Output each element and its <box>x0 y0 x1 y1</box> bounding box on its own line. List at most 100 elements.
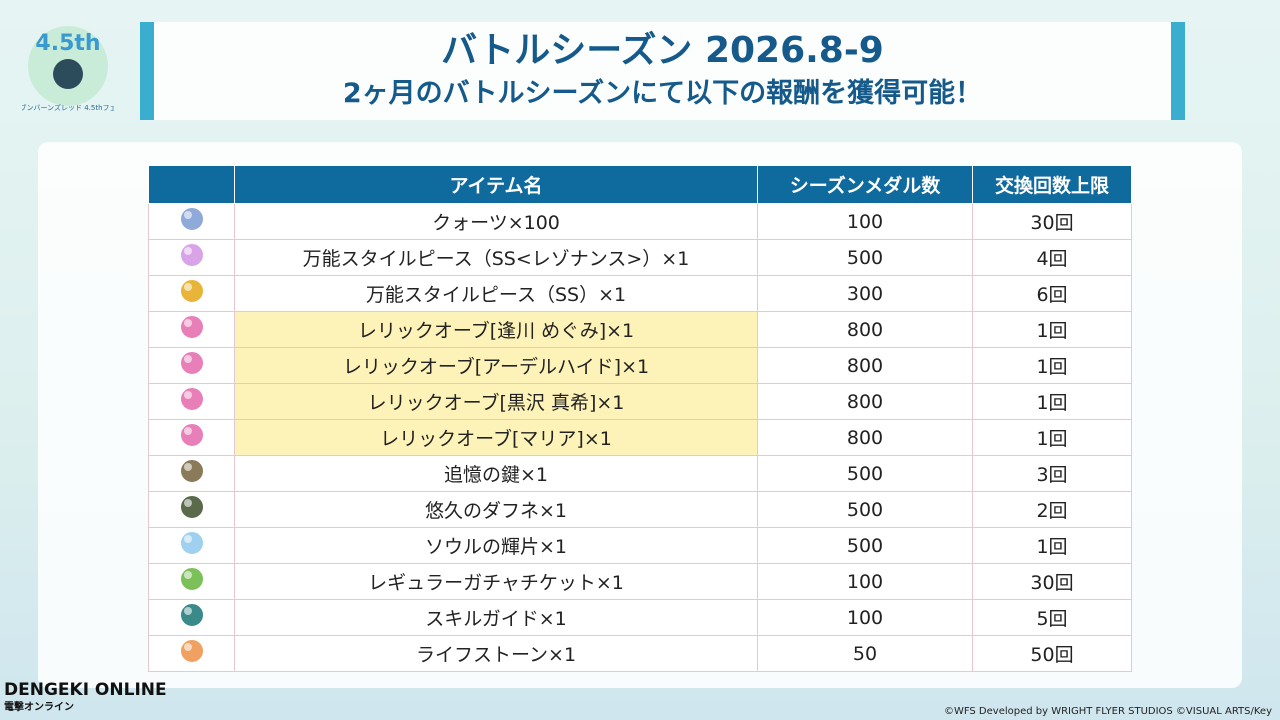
logo-subtitle: ヘブンバーンズレッド 4.5thフェス <box>22 103 114 112</box>
item-icon <box>178 494 205 520</box>
item-name: ライフストーン×1 <box>234 635 758 672</box>
medal-count: 500 <box>757 239 973 276</box>
icon-shine <box>183 247 192 255</box>
icon-shine <box>183 463 192 471</box>
icon-cell <box>148 275 235 312</box>
icon-cell <box>148 239 235 276</box>
logo-title: 4.5th <box>35 31 100 56</box>
table-row: スキルガイド×1 100 5回 <box>148 599 1132 636</box>
icon-shape <box>178 530 205 556</box>
table-row: レリックオーブ[マリア]×1 800 1回 <box>148 419 1132 456</box>
medal-count: 100 <box>757 563 973 600</box>
icon-cell <box>148 599 235 636</box>
logo: 4.5th ヘブンバーンズレッド 4.5thフェス <box>22 26 114 112</box>
icon-shine <box>183 427 192 435</box>
icon-shine <box>183 319 192 327</box>
icon-cell <box>148 635 235 672</box>
icon-cell <box>148 419 235 456</box>
icon-shape <box>178 386 205 412</box>
icon-header <box>148 165 235 204</box>
icon-shine <box>183 391 192 399</box>
exchange-limit: 30回 <box>972 563 1132 600</box>
icon-shine <box>183 499 192 507</box>
item-name: レリックオーブ[黒沢 真希]×1 <box>234 383 758 420</box>
table-row: 万能スタイルピース（SS）×1 300 6回 <box>148 275 1132 312</box>
item-name: 万能スタイルピース（SS）×1 <box>234 275 758 312</box>
brand-name: DENGEKI ONLINE <box>4 680 167 700</box>
item-icon <box>178 638 205 664</box>
icon-shape <box>178 458 205 484</box>
exchange-limit: 1回 <box>972 347 1132 384</box>
exchange-limit: 3回 <box>972 455 1132 492</box>
exchange-limit: 1回 <box>972 527 1132 564</box>
item-name: レリックオーブ[逢川 めぐみ]×1 <box>234 311 758 348</box>
exchange-limit: 50回 <box>972 635 1132 672</box>
table-row: 万能スタイルピース（SS<レゾナンス>）×1 500 4回 <box>148 239 1132 276</box>
item-name: レギュラーガチャチケット×1 <box>234 563 758 600</box>
item-name: レリックオーブ[マリア]×1 <box>234 419 758 456</box>
item-icon <box>178 350 205 376</box>
exchange-limit: 1回 <box>972 311 1132 348</box>
item-icon <box>178 386 205 412</box>
icon-shine <box>183 643 192 651</box>
icon-shape <box>178 422 205 448</box>
icon-shine <box>183 355 192 363</box>
brand-sub: 電撃オンライン <box>4 702 74 713</box>
icon-cell <box>148 383 235 420</box>
item-icon <box>178 602 205 628</box>
table-row: レリックオーブ[逢川 めぐみ]×1 800 1回 <box>148 311 1132 348</box>
icon-shape <box>178 206 205 232</box>
table-row: 悠久のダフネ×1 500 2回 <box>148 491 1132 528</box>
medal-count: 300 <box>757 275 973 312</box>
table-row: 追憶の鍵×1 500 3回 <box>148 455 1132 492</box>
item-name: スキルガイド×1 <box>234 599 758 636</box>
item-icon <box>178 530 205 556</box>
medal-count: 100 <box>757 599 973 636</box>
medal-count: 500 <box>757 527 973 564</box>
item-icon <box>178 314 205 340</box>
icon-shape <box>178 494 205 520</box>
table-row: ソウルの輝片×1 500 1回 <box>148 527 1132 564</box>
icon-cell <box>148 311 235 348</box>
header-row: アイテム名 シーズンメダル数 交換回数上限 <box>148 165 1132 204</box>
icon-shine <box>183 211 192 219</box>
icon-cell <box>148 491 235 528</box>
icon-shape <box>178 638 205 664</box>
icon-shine <box>183 607 192 615</box>
brand: DENGEKI ONLINE 電撃オンライン <box>4 682 167 716</box>
table-row: レリックオーブ[黒沢 真希]×1 800 1回 <box>148 383 1132 420</box>
item-name: レリックオーブ[アーデルハイド]×1 <box>234 347 758 384</box>
item-name: クォーツ×100 <box>234 203 758 240</box>
table-row: ライフストーン×1 50 50回 <box>148 635 1132 672</box>
icon-cell <box>148 347 235 384</box>
item-name: 悠久のダフネ×1 <box>234 491 758 528</box>
exchange-limit: 4回 <box>972 239 1132 276</box>
icon-shine <box>183 535 192 543</box>
subtitle: 2ヶ月のバトルシーズンにて以下の報酬を獲得可能！ <box>342 78 983 109</box>
title-banner: バトルシーズン 2026.8-9 2ヶ月のバトルシーズンにて以下の報酬を獲得可能… <box>140 22 1185 120</box>
exchange-limit: 2回 <box>972 491 1132 528</box>
icon-shape <box>178 566 205 592</box>
column-header: アイテム名 <box>234 165 758 204</box>
medal-count: 500 <box>757 455 973 492</box>
column-header: シーズンメダル数 <box>757 165 973 204</box>
item-name: 万能スタイルピース（SS<レゾナンス>）×1 <box>234 239 758 276</box>
exchange-limit: 1回 <box>972 383 1132 420</box>
table-row: レギュラーガチャチケット×1 100 30回 <box>148 563 1132 600</box>
exchange-limit: 30回 <box>972 203 1132 240</box>
item-icon <box>178 566 205 592</box>
medal-count: 800 <box>757 347 973 384</box>
icon-cell <box>148 563 235 600</box>
exchange-limit: 1回 <box>972 419 1132 456</box>
copyright: ©WFS Developed by WRIGHT FLYER STUDIOS ©… <box>943 706 1272 717</box>
icon-shape <box>178 278 205 304</box>
column-header: 交換回数上限 <box>972 165 1132 204</box>
item-icon <box>178 278 205 304</box>
medal-count: 500 <box>757 491 973 528</box>
medal-count: 100 <box>757 203 973 240</box>
icon-cell <box>148 527 235 564</box>
medal-count: 800 <box>757 383 973 420</box>
item-icon <box>178 422 205 448</box>
icon-cell <box>148 203 235 240</box>
